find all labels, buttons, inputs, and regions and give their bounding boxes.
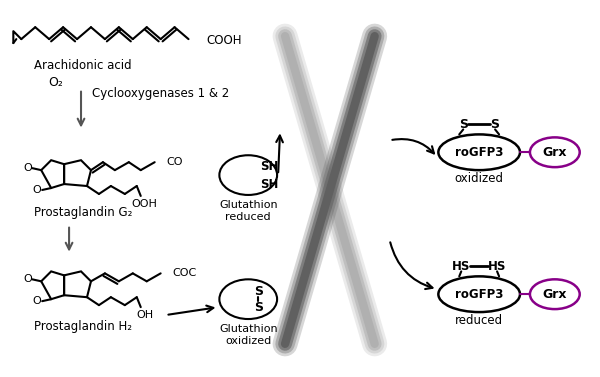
Text: Cyclooxygenases 1 & 2: Cyclooxygenases 1 & 2 xyxy=(92,87,229,100)
Text: COOH: COOH xyxy=(206,34,242,47)
Text: CO: CO xyxy=(167,157,183,167)
Text: COC: COC xyxy=(173,268,197,278)
Text: S: S xyxy=(459,118,468,131)
Text: roGFP3: roGFP3 xyxy=(455,146,503,159)
Text: oxidized: oxidized xyxy=(455,172,503,185)
Text: OH: OH xyxy=(136,310,153,320)
Text: O: O xyxy=(33,296,41,306)
Text: roGFP3: roGFP3 xyxy=(455,288,503,301)
Text: Prostaglandin H₂: Prostaglandin H₂ xyxy=(34,320,132,334)
Text: HS: HS xyxy=(452,260,470,273)
Text: Glutathion: Glutathion xyxy=(219,324,278,334)
Text: OOH: OOH xyxy=(132,199,158,209)
Text: S: S xyxy=(491,118,500,131)
Text: Glutathion: Glutathion xyxy=(219,200,278,210)
Text: Grx: Grx xyxy=(542,146,567,159)
Text: O: O xyxy=(23,274,32,284)
Text: Grx: Grx xyxy=(542,288,567,301)
Text: Prostaglandin G₂: Prostaglandin G₂ xyxy=(34,206,132,219)
Text: O: O xyxy=(33,185,41,195)
Text: reduced: reduced xyxy=(455,314,503,326)
Text: SH: SH xyxy=(260,178,278,190)
Text: SH: SH xyxy=(260,160,278,173)
Text: reduced: reduced xyxy=(226,212,271,222)
Text: S: S xyxy=(254,285,263,298)
Text: oxidized: oxidized xyxy=(225,336,271,346)
Text: HS: HS xyxy=(488,260,506,273)
Text: Arachidonic acid: Arachidonic acid xyxy=(34,60,132,72)
Text: S: S xyxy=(254,300,263,314)
Text: O: O xyxy=(23,163,32,173)
Text: O₂: O₂ xyxy=(49,76,64,89)
